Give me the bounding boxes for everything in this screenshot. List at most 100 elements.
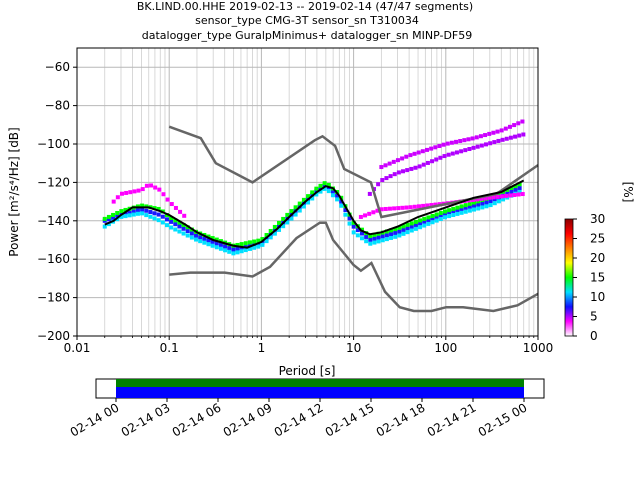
heatmap-cell [484, 204, 489, 209]
heatmap-cell [144, 213, 149, 218]
heatmap-cell [140, 203, 145, 208]
heatmap-cell [447, 208, 452, 213]
grid [76, 48, 538, 337]
heatmap-cell [503, 126, 508, 131]
colorbar-gradient [564, 218, 574, 337]
heatmap-cell [218, 242, 223, 247]
timeline-tick-label: 02-14 09 [221, 400, 275, 439]
heatmap-cell [397, 229, 402, 234]
heatmap-cell [119, 209, 124, 214]
heatmap-cell [355, 233, 360, 238]
heatmap-cell [153, 185, 158, 190]
psd-plot: 0.01 0.1 1 10 100 1000 −60 −80 −100 −120 −140 −160… [7, 47, 554, 378]
heatmap-cell [202, 240, 207, 245]
x-tick-label: 1000 [523, 341, 554, 355]
heatmap-cell [491, 195, 496, 200]
heatmap-cell [177, 229, 182, 234]
heatmap-cell [189, 231, 194, 236]
heatmap-cell [368, 237, 373, 242]
heatmap-cell [509, 189, 514, 194]
heatmap-cell [239, 242, 244, 247]
heatmap-cell [206, 242, 211, 247]
heatmap-cell [380, 238, 385, 243]
timeline-tick-label: 02-14 12 [272, 400, 326, 439]
heatmap-cell [173, 227, 178, 232]
heatmap-cell [504, 193, 509, 198]
heatmap-cell [136, 188, 141, 193]
heatmap-cell [475, 144, 480, 149]
heatmap-cell [128, 190, 133, 195]
heatmap-cell [102, 224, 107, 229]
heatmap-cell [492, 140, 497, 145]
heatmap-cell [413, 165, 418, 170]
x-tick-label: 0.1 [160, 341, 179, 355]
heatmap-cell [102, 216, 107, 221]
heatmap-cell [470, 136, 475, 141]
y-axis-ticks: −60 −80 −100 −120 −140 −160 −180 −200 [37, 60, 77, 343]
heatmap-cell [252, 245, 257, 250]
heatmap-cell [483, 133, 488, 138]
heatmap-cell [289, 209, 294, 214]
heatmap-cell [106, 217, 111, 222]
heatmap-cell [389, 232, 394, 237]
heatmap-cell [272, 224, 277, 229]
heatmap-cell [455, 205, 460, 210]
heatmap-cell [152, 211, 157, 216]
heatmap-cell [434, 212, 439, 217]
x-tick-label: 100 [434, 341, 457, 355]
heatmap-cell [363, 213, 368, 218]
heatmap-cell [202, 236, 207, 241]
heatmap-cell [165, 197, 170, 202]
heatmap-cell [392, 172, 397, 177]
heatmap-cell [450, 151, 455, 156]
heatmap-cell [484, 200, 489, 205]
heatmap-cell [169, 225, 174, 230]
heatmap-cell [474, 135, 479, 140]
heatmap-cell [260, 237, 265, 242]
heatmap-cell [412, 151, 417, 156]
heatmap-cell [479, 196, 484, 201]
heatmap-cell [115, 214, 120, 219]
title-line-2: sensor_type CMG-3T sensor_sn T310034 [195, 14, 419, 27]
heatmap-cell [418, 218, 423, 223]
heatmap-cell [135, 211, 140, 216]
heatmap-cell [405, 226, 410, 231]
heatmap-cell [517, 133, 522, 138]
heatmap-cell [395, 158, 400, 163]
heatmap-cell [368, 241, 373, 246]
heatmap-cell [420, 149, 425, 154]
y-tick-label: −60 [45, 60, 70, 74]
heatmap-cell [227, 249, 232, 254]
heatmap-cell [480, 201, 485, 206]
heatmap-cell [383, 163, 388, 168]
heatmap-cell [181, 222, 186, 227]
timeline-tick-label: 02-14 03 [119, 400, 173, 439]
heatmap-cell [496, 138, 501, 143]
heatmap-cell [314, 192, 319, 197]
heatmap-cell [247, 246, 252, 251]
chart-title: BK.LIND.00.HHE 2019-02-13 -- 2019-02-14 … [137, 0, 473, 42]
heatmap-cell [380, 178, 385, 183]
heatmap-cell [156, 218, 161, 223]
heatmap-cell [487, 195, 492, 200]
heatmap-cell [521, 132, 526, 137]
heatmap-cell [310, 190, 315, 195]
heatmap-cell [206, 234, 211, 239]
heatmap-cell [285, 220, 290, 225]
heatmap-cell [400, 205, 405, 210]
heatmap-cell [173, 205, 178, 210]
heatmap-cell [181, 226, 186, 231]
heatmap-cell [447, 210, 452, 215]
heatmap-cell [488, 141, 493, 146]
heatmap-cell [256, 238, 261, 243]
heatmap-cell [433, 145, 438, 150]
heatmap-cell [156, 206, 161, 211]
heatmap-cell [376, 235, 381, 240]
heatmap-cell [297, 208, 302, 213]
heatmap-cell [507, 124, 512, 129]
heatmap-cell [372, 240, 377, 245]
x-tick-label: 1 [258, 341, 266, 355]
heatmap-cell [144, 208, 149, 213]
